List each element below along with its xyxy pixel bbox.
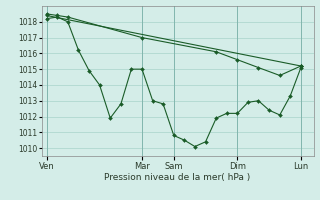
X-axis label: Pression niveau de la mer( hPa ): Pression niveau de la mer( hPa ) (104, 173, 251, 182)
